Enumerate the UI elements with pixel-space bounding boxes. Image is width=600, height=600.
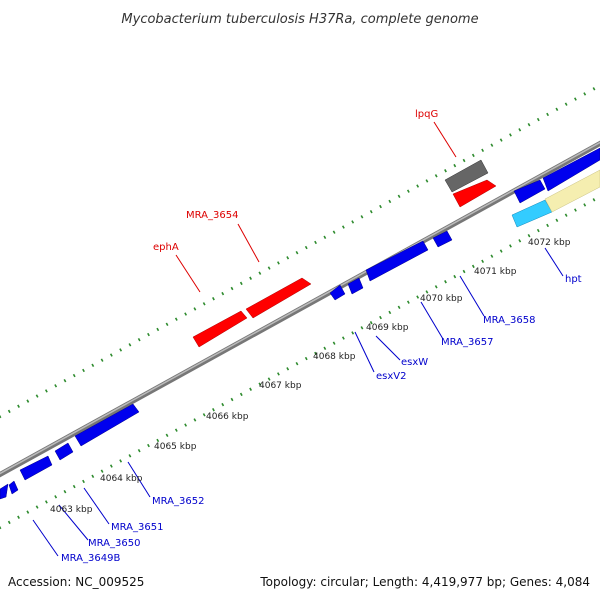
map-title: Mycobacterium tuberculosis H37Ra, comple… [121, 12, 478, 27]
gene-MRA_3652a-arrow[interactable] [54, 442, 74, 461]
gene-ephA-arrow[interactable] [192, 310, 248, 348]
cream-feature[interactable] [544, 169, 600, 213]
reverse-genes [0, 147, 600, 500]
gene-MRA_3654-arrow[interactable] [245, 277, 312, 319]
gene-label-MRA_3654[interactable]: MRA_3654 [186, 210, 238, 221]
tick-label: 4072 kbp [528, 238, 571, 248]
gene-label-lpqG[interactable]: lpqG [415, 109, 438, 120]
inner-tick-ring [0, 194, 600, 530]
tick-label: 4066 kbp [206, 412, 249, 422]
forward-gene-labels: lpqG MRA_3654 ephA [153, 109, 438, 253]
tick-label: 4067 kbp [259, 381, 302, 391]
tick-label: 4069 kbp [366, 323, 409, 333]
gene-downstream-arrow[interactable] [542, 147, 600, 192]
gene-esxW-arrow[interactable] [347, 277, 364, 295]
gene-MRA_3649B-arrow[interactable] [0, 483, 9, 500]
gene-lpqG-arrow[interactable] [452, 179, 497, 208]
reverse-gene-labels: MRA_3649B MRA_3650 MRA_3651 MRA_3652 esx… [61, 274, 582, 564]
gene-label-esxV2[interactable]: esxV2 [376, 371, 406, 382]
tick-label: 4070 kbp [420, 294, 463, 304]
genome-summary-label: Topology: circular; Length: 4,419,977 bp… [259, 575, 590, 589]
gene-MRA_3650-arrow[interactable] [8, 480, 19, 495]
tick-label: 4068 kbp [313, 352, 356, 362]
gene-label-MRA_3649B[interactable]: MRA_3649B [61, 553, 120, 564]
accession-label: Accession: NC_009525 [8, 575, 144, 589]
gene-label-MRA_3651[interactable]: MRA_3651 [111, 522, 163, 533]
gene-label-MRA_3658[interactable]: MRA_3658 [483, 315, 535, 326]
reverse-label-leaders [32, 247, 564, 557]
gene-MRA_3658-arrow[interactable] [432, 230, 453, 248]
tick-label: 4065 kbp [154, 442, 197, 452]
outer-tick-ring [0, 83, 600, 419]
tick-labels: 4063 kbp 4064 kbp 4065 kbp 4066 kbp 4067… [50, 238, 571, 515]
gene-MRA_3657-arrow[interactable] [365, 240, 429, 282]
gene-label-MRA_3652[interactable]: MRA_3652 [152, 496, 204, 507]
gene-esxV2-arrow[interactable] [329, 284, 346, 301]
gene-hpt-arrow[interactable] [513, 179, 546, 204]
gene-label-ephA[interactable]: ephA [153, 242, 179, 253]
gene-label-MRA_3650[interactable]: MRA_3650 [88, 538, 140, 549]
forward-label-leaders [175, 121, 457, 293]
tick-label: 4071 kbp [474, 267, 517, 277]
tick-label: 4063 kbp [50, 505, 93, 515]
cyan-feature[interactable] [511, 199, 553, 228]
gene-MRA_3651-arrow[interactable] [19, 455, 53, 481]
gene-label-hpt[interactable]: hpt [565, 274, 582, 285]
gene-label-MRA_3657[interactable]: MRA_3657 [441, 337, 493, 348]
forward-genes [192, 159, 497, 348]
genome-backbone [0, 140, 600, 478]
pseudogene-arrow[interactable] [444, 159, 489, 193]
gene-MRA_3652-arrow[interactable] [74, 403, 140, 447]
tick-label: 4064 kbp [100, 474, 143, 484]
gene-label-esxW[interactable]: esxW [401, 357, 428, 368]
